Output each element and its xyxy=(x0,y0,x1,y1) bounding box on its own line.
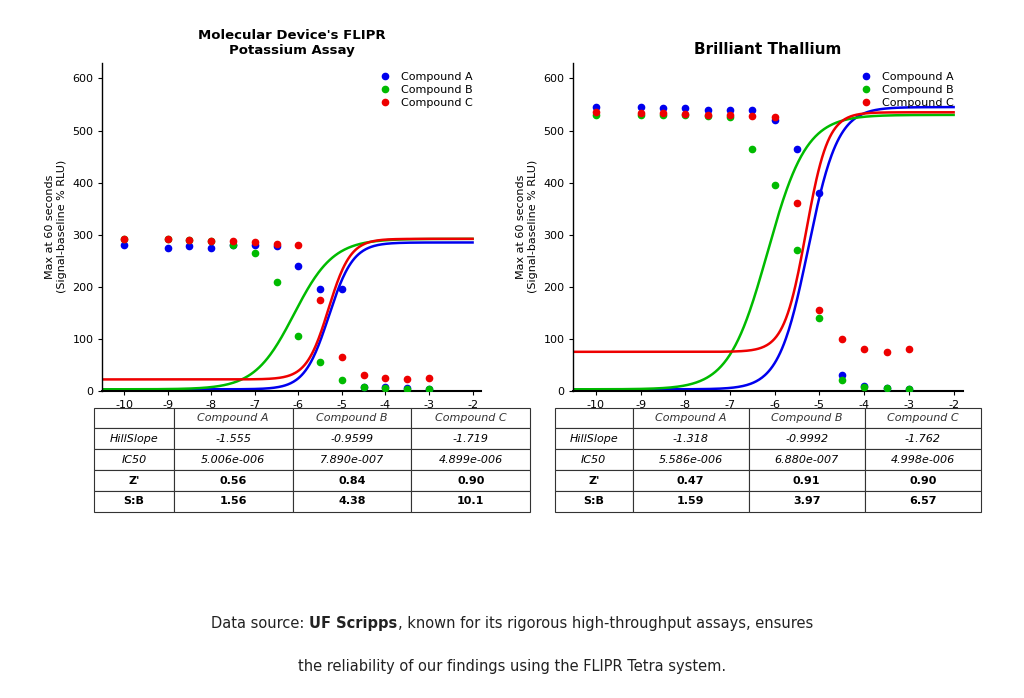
Compound A xyxy=(423,385,435,394)
Compound B xyxy=(836,376,848,385)
Compound A xyxy=(881,384,893,392)
Compound A xyxy=(205,244,217,252)
Compound B xyxy=(590,111,602,119)
Compound C xyxy=(379,373,391,382)
Compound A xyxy=(724,105,736,114)
Text: , known for its rigorous high-throughput assays, ensures: , known for its rigorous high-throughput… xyxy=(397,616,813,631)
Compound A xyxy=(183,242,196,251)
Legend: Compound A, Compound B, Compound C: Compound A, Compound B, Compound C xyxy=(852,68,957,112)
Title: Brilliant Thallium: Brilliant Thallium xyxy=(694,43,842,57)
Title: Molecular Device's FLIPR
Potassium Assay: Molecular Device's FLIPR Potassium Assay xyxy=(198,29,386,57)
Compound C xyxy=(858,345,870,353)
Compound B xyxy=(205,237,217,246)
Compound B xyxy=(701,112,714,121)
Compound B xyxy=(724,113,736,121)
Legend: Compound A, Compound B, Compound C: Compound A, Compound B, Compound C xyxy=(371,68,476,112)
Compound C xyxy=(292,241,304,249)
Compound C xyxy=(162,235,174,244)
Compound C xyxy=(679,110,691,119)
X-axis label: Log Compound (M): Log Compound (M) xyxy=(701,415,835,429)
Compound C xyxy=(183,236,196,244)
Text: Data source:: Data source: xyxy=(211,616,309,631)
Compound C xyxy=(746,112,759,121)
Line: Compound C: Compound C xyxy=(121,236,432,383)
Compound A xyxy=(791,144,803,153)
Compound C xyxy=(769,113,781,121)
Compound A xyxy=(813,189,825,198)
Compound A xyxy=(746,105,759,114)
Compound A xyxy=(401,384,414,392)
Compound A xyxy=(314,285,327,294)
Compound A xyxy=(249,241,261,249)
Compound B xyxy=(379,384,391,392)
Text: the reliability of our findings using the FLIPR Tetra system.: the reliability of our findings using th… xyxy=(298,659,726,674)
Compound C xyxy=(656,109,669,117)
Compound B xyxy=(791,246,803,255)
Compound A xyxy=(227,241,240,249)
Y-axis label: Max at 60 seconds
(Signal-baseline % RLU): Max at 60 seconds (Signal-baseline % RLU… xyxy=(45,161,67,293)
Compound C xyxy=(791,199,803,207)
Compound A xyxy=(635,103,647,111)
Compound C xyxy=(118,235,130,243)
Compound B xyxy=(357,383,370,391)
Y-axis label: Max at 60 seconds
(Signal-baseline % RLU): Max at 60 seconds (Signal-baseline % RLU… xyxy=(516,161,538,293)
Compound B xyxy=(249,248,261,257)
Compound A xyxy=(162,244,174,252)
Compound B xyxy=(635,111,647,119)
Compound B xyxy=(292,332,304,341)
Compound B xyxy=(746,144,759,153)
Compound B xyxy=(314,358,327,366)
Compound B xyxy=(401,385,414,393)
Line: Compound B: Compound B xyxy=(121,236,432,392)
Compound C xyxy=(336,353,348,362)
Text: UF Scripps: UF Scripps xyxy=(309,616,397,631)
Compound C xyxy=(205,237,217,245)
Compound A xyxy=(656,104,669,112)
Compound B xyxy=(227,241,240,249)
Compound B xyxy=(656,111,669,119)
Compound B xyxy=(270,277,283,285)
Compound A xyxy=(836,371,848,380)
Compound B xyxy=(903,385,915,394)
Compound C xyxy=(270,240,283,248)
Compound C xyxy=(401,376,414,384)
Compound B xyxy=(769,181,781,189)
Compound C xyxy=(590,108,602,117)
Compound A xyxy=(118,241,130,249)
Compound A xyxy=(357,383,370,391)
Compound C xyxy=(881,348,893,356)
X-axis label: Log Compound (M): Log Compound (M) xyxy=(225,415,358,429)
Compound C xyxy=(635,109,647,117)
Compound C xyxy=(903,345,915,353)
Compound C xyxy=(227,237,240,246)
Compound A xyxy=(769,116,781,124)
Compound C xyxy=(249,238,261,246)
Compound C xyxy=(314,295,327,304)
Compound C xyxy=(701,111,714,119)
Compound B xyxy=(183,236,196,244)
Compound B xyxy=(336,376,348,385)
Line: Compound A: Compound A xyxy=(593,104,912,392)
Compound A xyxy=(270,242,283,251)
Compound C xyxy=(813,306,825,314)
Compound A xyxy=(701,105,714,114)
Compound B xyxy=(162,235,174,244)
Compound C xyxy=(357,371,370,380)
Compound C xyxy=(724,111,736,119)
Compound A xyxy=(292,262,304,270)
Line: Compound B: Compound B xyxy=(593,112,912,392)
Compound B xyxy=(423,385,435,394)
Compound A xyxy=(679,104,691,112)
Compound B xyxy=(679,111,691,119)
Compound A xyxy=(903,385,915,394)
Compound B xyxy=(118,235,130,243)
Compound A xyxy=(590,103,602,111)
Compound C xyxy=(836,334,848,343)
Compound C xyxy=(423,373,435,382)
Compound B xyxy=(858,383,870,391)
Line: Compound A: Compound A xyxy=(121,242,432,392)
Compound B xyxy=(813,314,825,322)
Line: Compound C: Compound C xyxy=(593,109,912,355)
Compound B xyxy=(881,384,893,392)
